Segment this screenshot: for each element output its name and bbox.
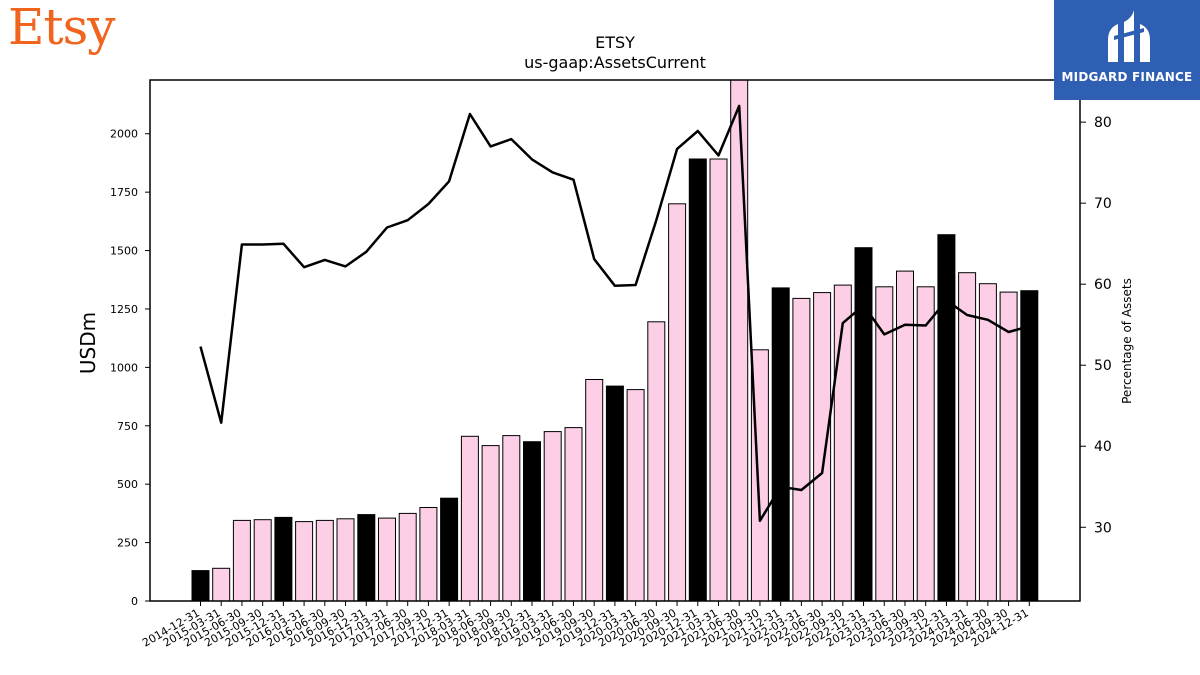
bar: [543, 431, 562, 602]
bar: [440, 497, 459, 602]
bar: [419, 507, 438, 602]
bar: [274, 516, 293, 602]
y-tick-label: 1750: [110, 186, 138, 199]
y-tick-label: 750: [117, 420, 138, 433]
bar: [253, 519, 272, 602]
bar: [191, 570, 210, 602]
bar: [958, 272, 977, 602]
y2-tick-label: 30: [1094, 520, 1112, 536]
y2-tick-label: 40: [1094, 439, 1112, 455]
y2-axis-label: Percentage of Assets: [1120, 278, 1134, 404]
chart-title: ETSY: [595, 33, 635, 52]
y-tick-label: 1250: [110, 303, 138, 316]
bar: [709, 158, 728, 602]
y-tick-label: 1500: [110, 245, 138, 258]
y-axis-label: USDm: [76, 312, 100, 374]
badge-label: MIDGARD FINANCE: [1061, 70, 1193, 84]
bar: [626, 389, 645, 602]
bar: [336, 518, 355, 602]
bar: [937, 234, 956, 602]
bar: [605, 385, 624, 602]
bar: [916, 286, 935, 602]
bar: [896, 270, 914, 602]
bar: [315, 519, 334, 602]
bar: [668, 203, 687, 602]
bar: [460, 435, 479, 602]
bar: [378, 517, 396, 602]
bar: [730, 79, 749, 602]
bar: [792, 297, 811, 602]
bar: [999, 291, 1018, 602]
bar: [854, 247, 873, 602]
bar: [357, 514, 376, 602]
bar: [481, 445, 500, 602]
percentage-line: [199, 104, 1030, 523]
chart-subtitle: us-gaap:AssetsCurrent: [524, 53, 706, 72]
y2-tick-label: 80: [1094, 115, 1112, 131]
line-series: [199, 104, 1030, 523]
y2-tick-label: 60: [1094, 277, 1112, 293]
bar: [833, 284, 852, 602]
bar: [232, 519, 251, 602]
bar: [564, 427, 583, 602]
bar: [523, 441, 541, 602]
bar: [978, 283, 997, 602]
bar: [647, 321, 666, 602]
y2-tick-label: 70: [1094, 196, 1112, 212]
bar: [1020, 290, 1039, 602]
etsy-logo: Etsy: [8, 0, 115, 56]
bar: [585, 379, 604, 602]
bar: [502, 435, 521, 602]
bar: [813, 292, 832, 602]
y-tick-label: 500: [117, 478, 138, 491]
bar: [398, 512, 417, 602]
axes: 0 250 500 750 1000 1250 1500 1750 2000 30 40 50 60 70…: [110, 79, 1112, 650]
bar: [688, 158, 707, 602]
bar: [771, 287, 790, 602]
y-tick-label: 1000: [110, 361, 138, 374]
bar: [295, 521, 314, 602]
y-tick-label: 0: [131, 595, 138, 608]
midgard-finance-logo-icon: [1108, 10, 1150, 62]
y2-tick-label: 50: [1094, 358, 1112, 374]
bar: [212, 567, 231, 602]
y-tick-label: 250: [117, 537, 138, 550]
midgard-finance-badge: MIDGARD FINANCE: [1054, 0, 1200, 100]
y-tick-label: 2000: [110, 128, 138, 141]
bar-series: [191, 79, 1039, 602]
